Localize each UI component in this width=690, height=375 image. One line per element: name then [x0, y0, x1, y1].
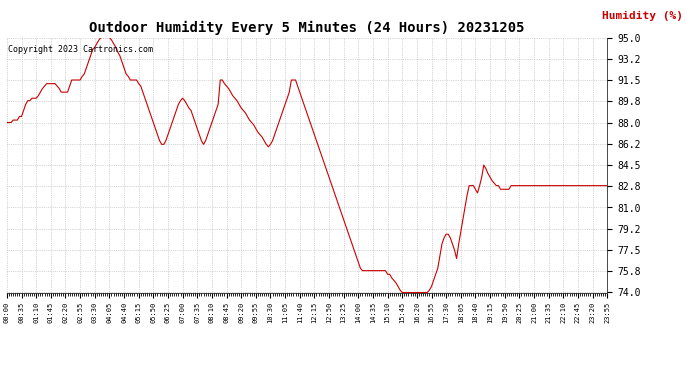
- Title: Outdoor Humidity Every 5 Minutes (24 Hours) 20231205: Outdoor Humidity Every 5 Minutes (24 Hou…: [89, 21, 525, 35]
- Text: Humidity (%): Humidity (%): [602, 11, 683, 21]
- Text: Copyright 2023 Cartronics.com: Copyright 2023 Cartronics.com: [8, 45, 153, 54]
